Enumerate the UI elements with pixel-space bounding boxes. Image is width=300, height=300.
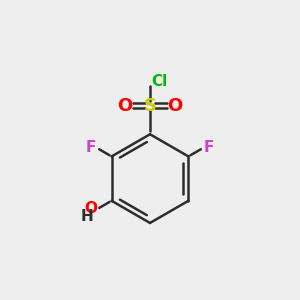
- Text: F: F: [204, 140, 214, 154]
- Text: Cl: Cl: [152, 74, 168, 89]
- Text: F: F: [86, 140, 96, 154]
- Text: O: O: [118, 97, 133, 115]
- Text: H: H: [81, 209, 94, 224]
- Text: S: S: [143, 97, 157, 115]
- Text: O: O: [84, 201, 97, 216]
- Text: O: O: [167, 97, 182, 115]
